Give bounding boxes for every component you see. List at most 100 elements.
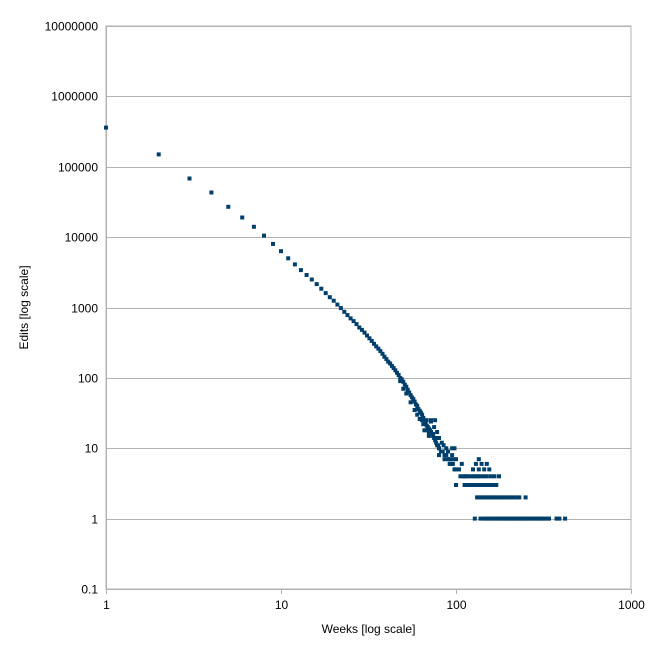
data-point — [401, 386, 406, 391]
data-point — [479, 461, 484, 466]
data-point — [395, 370, 399, 375]
data-point — [488, 474, 493, 479]
data-point — [471, 467, 475, 472]
data-point — [187, 176, 192, 181]
data-point — [384, 357, 389, 362]
data-point — [479, 495, 484, 500]
data-point — [523, 516, 527, 521]
data-point — [523, 495, 528, 500]
data-point — [437, 453, 441, 458]
data-point — [498, 516, 503, 521]
data-point — [420, 418, 425, 423]
data-point — [467, 483, 472, 487]
plot-border — [105, 25, 632, 590]
data-point — [262, 233, 266, 238]
data-point — [506, 516, 511, 521]
data-point — [433, 418, 438, 423]
data-point — [407, 390, 412, 395]
data-point — [459, 461, 464, 466]
x-tick-label: 1000 — [618, 598, 645, 612]
data-point — [380, 351, 385, 356]
y-tick-label: 10 — [85, 442, 99, 456]
data-point — [478, 516, 483, 521]
data-point — [482, 516, 487, 521]
data-point — [492, 495, 497, 500]
data-point — [496, 516, 501, 521]
data-point — [484, 474, 489, 479]
data-point — [422, 428, 427, 433]
x-tick-labels: 1 10 100 1000 — [103, 598, 645, 612]
data-point — [487, 483, 492, 487]
data-point — [354, 322, 359, 327]
data-point — [450, 446, 455, 451]
data-point — [421, 422, 426, 427]
data-point — [319, 286, 324, 291]
data-point — [411, 397, 416, 402]
data-point — [525, 516, 530, 521]
data-point — [462, 483, 467, 487]
data-point — [544, 516, 549, 521]
data-point — [240, 215, 245, 220]
x-tick-label: 10 — [275, 598, 289, 612]
data-point — [351, 319, 356, 324]
plot-area — [105, 25, 632, 590]
data-point — [362, 330, 367, 335]
y-tick-label: 1 — [91, 513, 98, 527]
data-point — [286, 256, 291, 261]
data-point — [469, 474, 474, 479]
data-point — [484, 461, 489, 466]
data-point — [475, 483, 480, 487]
y-tick-label: 0.1 — [81, 583, 98, 597]
data-point — [487, 516, 492, 521]
data-point — [450, 453, 455, 458]
data-point — [444, 446, 449, 451]
data-point — [494, 483, 499, 487]
data-point — [309, 277, 314, 282]
data-point — [342, 309, 347, 314]
data-point — [533, 516, 538, 521]
data-point — [465, 483, 470, 487]
data-point — [424, 418, 429, 423]
data-point — [401, 379, 406, 384]
data-point — [367, 336, 372, 341]
data-point — [452, 446, 457, 451]
data-point — [511, 516, 516, 521]
y-axis-title: Edits [log scale] — [17, 265, 31, 349]
data-point — [473, 474, 478, 479]
y-tick-label: 1000 — [71, 302, 98, 316]
data-point — [378, 349, 383, 354]
data-point — [393, 368, 398, 373]
data-point — [372, 341, 376, 346]
data-point — [408, 393, 413, 398]
y-tick-label: 100 — [78, 372, 98, 386]
x-tick-label: 1 — [103, 598, 110, 612]
axes — [106, 26, 632, 594]
data-point — [473, 461, 478, 466]
data-point — [437, 446, 441, 451]
data-point — [357, 325, 362, 330]
data-point — [471, 474, 476, 479]
data-point — [369, 338, 374, 343]
data-point — [408, 400, 413, 405]
y-tick-label: 1000000 — [51, 90, 98, 104]
data-point — [557, 516, 562, 521]
data-point — [458, 474, 463, 479]
data-point — [271, 241, 275, 246]
data-point — [412, 399, 417, 404]
data-point — [484, 483, 489, 487]
data-point — [502, 495, 507, 500]
data-point — [477, 495, 482, 500]
data-point — [404, 384, 409, 389]
data-point — [412, 408, 417, 412]
data-point — [454, 483, 458, 487]
data-point — [434, 440, 439, 445]
data-point — [478, 474, 483, 479]
data-point — [517, 495, 522, 500]
data-point — [104, 125, 108, 130]
data-point — [542, 516, 547, 521]
data-point — [251, 224, 256, 229]
data-point — [323, 291, 328, 296]
data-point — [454, 457, 458, 462]
data-point — [345, 313, 350, 318]
data-point — [527, 516, 532, 521]
